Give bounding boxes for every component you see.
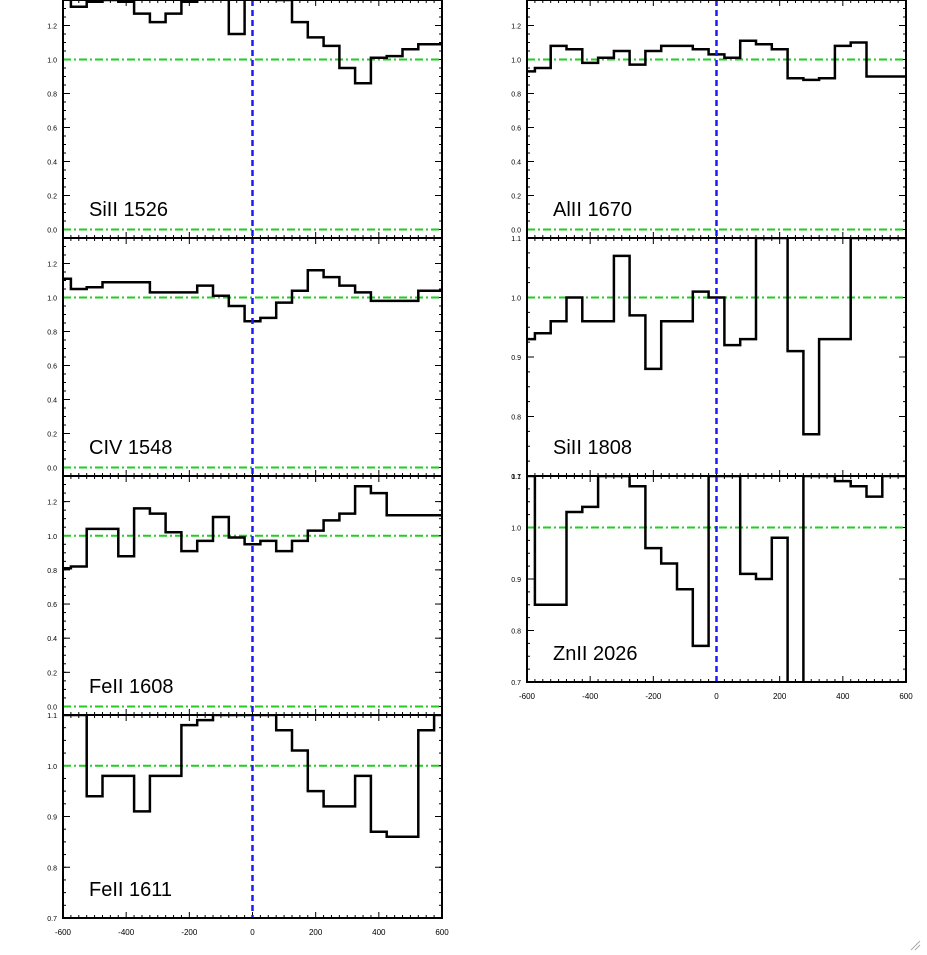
y-tick-label: 0.0 [47, 466, 57, 473]
y-tick-label: 0.0 [47, 704, 57, 711]
x-tick-label: 400 [372, 928, 386, 937]
y-tick-label: 0.2 [47, 432, 57, 439]
y-tick-label: 0.8 [511, 415, 521, 422]
flux-histogram [63, 715, 442, 839]
y-tick-label: 0.2 [47, 194, 57, 201]
y-tick-label: 1.1 [47, 713, 57, 720]
ion-label: SiII 1526 [89, 199, 168, 221]
y-tick-label: 1.0 [47, 534, 57, 541]
y-tick-label: 0.9 [47, 815, 57, 822]
ion-label: CIV 1548 [89, 437, 172, 459]
y-tick-label: 0.2 [511, 194, 521, 201]
y-tick-label: 0.8 [47, 865, 57, 872]
spectrum-panel: 0.0 0.2 0.4 0.6 0.8 1.0 1.2 CIV 1548 [47, 237, 443, 477]
y-tick-label: 0.9 [511, 577, 521, 584]
y-tick-label: 0.6 [47, 602, 57, 609]
y-tick-label: 1.2 [47, 262, 57, 269]
x-tick-label: -600 [55, 928, 72, 937]
ion-label: SiII 1808 [553, 437, 632, 459]
y-tick-label: 0.4 [47, 636, 57, 643]
x-tick-label: 200 [773, 692, 787, 701]
y-tick-label: 0.4 [511, 160, 521, 167]
x-tick-label: -600 [519, 692, 536, 701]
y-tick-label: 0.6 [47, 126, 57, 133]
y-tick-label: 0.6 [47, 364, 57, 371]
y-tick-label: 0.8 [47, 330, 57, 337]
y-tick-label: 0.6 [511, 126, 521, 133]
spectrum-panel: 0.0 0.2 0.4 0.6 0.8 1.0 1.2 SiII 1526 [47, 0, 443, 239]
y-tick-label: 0.0 [511, 228, 521, 235]
y-tick-label: 1.0 [47, 764, 57, 771]
x-tick-label: 600 [435, 928, 449, 937]
ion-label: ZnII 2026 [553, 643, 638, 665]
y-tick-label: 1.0 [511, 296, 521, 303]
ion-label: FeII 1611 [89, 879, 172, 901]
y-tick-label: 1.0 [511, 526, 521, 533]
y-tick-label: 1.2 [511, 24, 521, 31]
y-tick-label: 1.0 [511, 58, 521, 65]
y-tick-label: 1.0 [47, 296, 57, 303]
y-tick-label: 1.2 [47, 500, 57, 507]
spectrum-panel: 0.0 0.2 0.4 0.6 0.8 1.0 1.2 AlII 1670 [511, 0, 907, 239]
panel-frame [526, 475, 907, 683]
x-tick-label: 600 [899, 692, 913, 701]
spectrum-panel: 0.7 0.8 0.9 1.0 1.1 ZnII 2026 -600 -400 -200 0 200… [511, 474, 913, 701]
y-tick-label: 1.0 [47, 58, 57, 65]
flux-histogram [63, 484, 442, 570]
spectrum-panel: 0.7 0.8 0.9 1.0 1.1 SiII 1808 [511, 236, 907, 481]
y-tick-label: 0.7 [511, 474, 521, 481]
y-tick-label: 1.2 [47, 24, 57, 31]
y-tick-label: 0.8 [511, 629, 521, 636]
spectrum-panel: 0.0 0.2 0.4 0.6 0.8 1.0 1.2 FeII 1608 [47, 475, 443, 716]
y-tick-label: 0.2 [47, 670, 57, 677]
y-tick-label: 1.1 [511, 236, 521, 243]
y-tick-label: 0.4 [47, 398, 57, 405]
flux-histogram [527, 238, 906, 436]
x-tick-label: 400 [836, 692, 850, 701]
x-tick-label: -400 [582, 692, 599, 701]
y-tick-label: 1.1 [511, 474, 521, 481]
y-tick-label: 0.7 [47, 916, 57, 923]
flux-histogram [69, 0, 442, 85]
ion-label: AlII 1670 [553, 199, 632, 221]
x-tick-label: -400 [118, 928, 135, 937]
y-tick-label: 0.8 [511, 92, 521, 99]
y-tick-label: 0.9 [511, 355, 521, 362]
spectrum-panel: 0.7 0.8 0.9 1.0 1.1 FeII 1611 -600 -400 -200 0 200… [47, 713, 449, 937]
y-tick-label: 0.4 [47, 160, 57, 167]
flux-histogram [527, 476, 906, 682]
y-tick-label: 0.7 [511, 680, 521, 687]
x-tick-label: 0 [250, 928, 255, 937]
ion-label: FeII 1608 [89, 676, 174, 698]
x-tick-label: -200 [645, 692, 662, 701]
y-tick-label: 0.8 [47, 92, 57, 99]
x-tick-label: 0 [714, 692, 719, 701]
flux-histogram [63, 269, 442, 323]
resize-grip-icon [910, 940, 921, 951]
y-tick-label: 0.8 [47, 568, 57, 575]
flux-histogram [527, 39, 906, 82]
panel-frame [62, 714, 443, 919]
x-tick-label: -200 [181, 928, 198, 937]
y-tick-label: 0.0 [47, 228, 57, 235]
x-tick-label: 200 [309, 928, 323, 937]
